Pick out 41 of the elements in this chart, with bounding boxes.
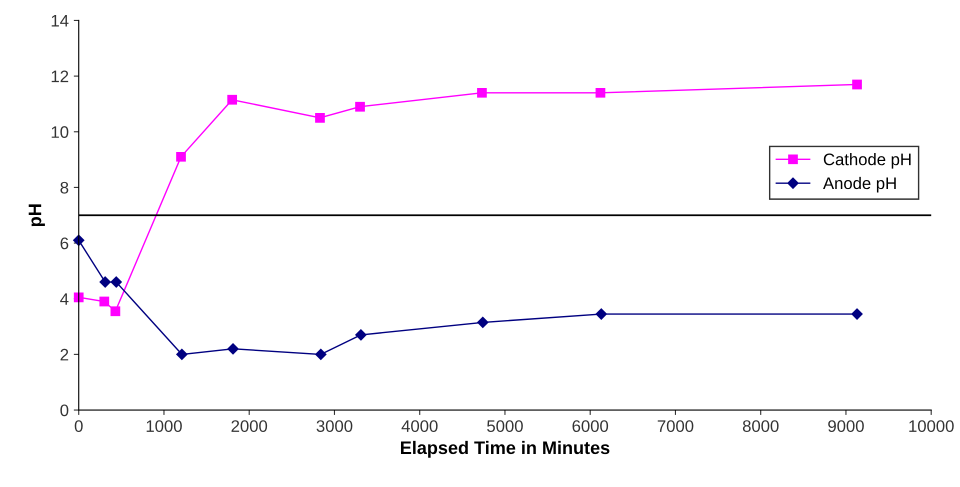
point (355, 329, 366, 341)
point (852, 80, 862, 90)
x-axis-title: Elapsed Time in Minutes (400, 440, 610, 458)
point (477, 88, 487, 98)
y-tick-label: 12 (52, 70, 68, 82)
point (315, 348, 326, 360)
point (99, 296, 110, 306)
x-tick-label: 0 (74, 420, 83, 432)
y-axis-title: pH (28, 204, 45, 226)
y-tick-label: 14 (52, 15, 69, 26)
point (100, 276, 111, 288)
x-tick-label: 5000 (487, 420, 523, 432)
point (110, 306, 120, 316)
point (227, 343, 239, 354)
point (355, 102, 365, 112)
x-tick-label: 3000 (316, 420, 352, 432)
legend-label: Cathode pH (824, 153, 911, 169)
y-tick-label: 4 (60, 293, 69, 305)
x-tick-label: 2000 (232, 420, 268, 432)
y-tick-label: 0 (60, 404, 68, 416)
point (315, 112, 325, 123)
x-tick-label: 10000 (909, 420, 954, 432)
x-tick-label: 4000 (402, 420, 438, 432)
point (176, 152, 186, 162)
y-tick-label: 10 (52, 126, 68, 138)
y-tick-label: 2 (60, 348, 68, 360)
point (227, 94, 238, 105)
point (851, 308, 863, 320)
point (477, 316, 488, 328)
point (596, 88, 606, 98)
legend-label: Anode pH (823, 176, 896, 192)
y-tick-label: 6 (60, 237, 68, 250)
x-tick-label: 6000 (572, 420, 608, 432)
x-tick-label: 7000 (658, 420, 694, 432)
x-tick-label: 9000 (828, 420, 864, 432)
point (110, 276, 122, 288)
x-tick-label: 8000 (742, 420, 779, 432)
point (176, 348, 188, 360)
x-tick-label: 1000 (146, 420, 182, 432)
y-tick-label: 8 (60, 182, 68, 194)
point (596, 308, 607, 320)
